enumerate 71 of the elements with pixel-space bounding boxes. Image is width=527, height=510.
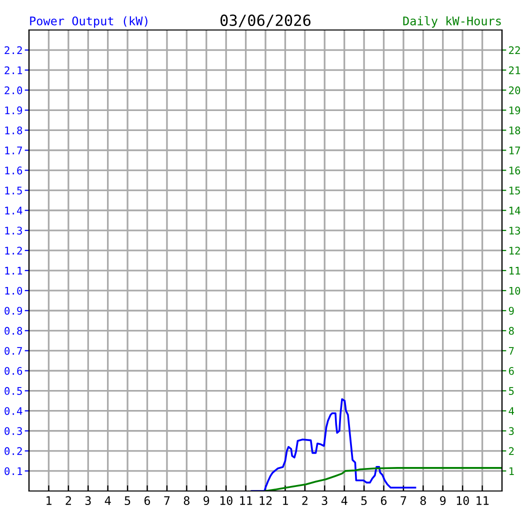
x-tick-label: 11 bbox=[240, 496, 252, 505]
y2-tick-label: 1 bbox=[510, 467, 514, 475]
y2-tick-label: 9 bbox=[508, 306, 514, 315]
x-tick-label: 7 bbox=[400, 496, 406, 505]
y2-tick-label: 14 bbox=[510, 206, 520, 214]
x-tick-label: 9 bbox=[204, 496, 210, 506]
x-tick-label: 8 bbox=[420, 496, 426, 506]
y-tick-label: 1.1 bbox=[5, 266, 22, 275]
y2-tick-label: 16 bbox=[510, 166, 520, 174]
line-series bbox=[250, 398, 416, 491]
x-tick-label: 4 bbox=[341, 496, 348, 505]
y2-tick-label: 18 bbox=[510, 126, 520, 134]
y-tick-label: 0.2 bbox=[4, 447, 22, 456]
y-tick-label: 1.5 bbox=[5, 186, 22, 194]
y2-tick-label: 21 bbox=[509, 66, 520, 74]
x-tick-label: 9 bbox=[440, 496, 446, 506]
x-tick-label: 3 bbox=[85, 496, 91, 506]
y-tick-label: 1.7 bbox=[5, 146, 22, 154]
y2-tick-label: 7 bbox=[508, 347, 514, 355]
y-tick-label: 0.5 bbox=[4, 387, 22, 395]
y-tick-label: 2.2 bbox=[4, 46, 22, 54]
y-tick-label: 1.3 bbox=[5, 226, 22, 235]
y2-tick-label: 2 bbox=[509, 447, 514, 455]
y2-tick-label: 15 bbox=[510, 186, 520, 194]
x-tick-label: 6 bbox=[380, 496, 387, 506]
x-tick-label: 1 bbox=[46, 496, 52, 505]
x-tick-label: 5 bbox=[361, 496, 367, 506]
x-tick-label: 12 bbox=[260, 496, 272, 505]
chart-title: 03/06/2026 bbox=[220, 14, 310, 28]
y2-tick-label: 20 bbox=[509, 86, 520, 94]
y2-tick-label: 4 bbox=[508, 407, 514, 415]
y-tick-label: 0.1 bbox=[4, 467, 22, 476]
x-tick-label: 8 bbox=[184, 496, 190, 506]
y-tick-label: 0.3 bbox=[4, 427, 22, 436]
x-tick-label: 3 bbox=[322, 496, 328, 506]
y2-tick-label: 22 bbox=[509, 46, 520, 54]
y-tick-label: 1.4 bbox=[5, 206, 22, 214]
y-tick-label: 2.0 bbox=[4, 86, 22, 94]
x-tick-label: 6 bbox=[144, 496, 150, 506]
y2-tick-label: 12 bbox=[510, 246, 520, 254]
x-tick-label: 1 bbox=[283, 496, 288, 505]
x-tick-label: 7 bbox=[164, 496, 170, 505]
x-tick-label: 2 bbox=[302, 496, 308, 505]
y-tick-label: 0.7 bbox=[4, 346, 22, 355]
y2-tick-label: 17 bbox=[510, 146, 520, 154]
x-tick-label: 10 bbox=[456, 496, 469, 506]
y-tick-label: 1.6 bbox=[5, 166, 22, 174]
x-tick-label: 5 bbox=[124, 496, 130, 506]
x-tick-label: 10 bbox=[220, 496, 232, 506]
x-tick-label: 2 bbox=[66, 496, 71, 505]
y-tick-label: 0.8 bbox=[4, 326, 22, 335]
y2-axis-title: Daily kW-Hours bbox=[403, 16, 501, 28]
y2-tick-label: 13 bbox=[510, 226, 520, 235]
y-tick-label: 1.2 bbox=[5, 246, 22, 254]
y2-tick-label: 6 bbox=[508, 366, 514, 375]
y-tick-label: 0.9 bbox=[4, 306, 22, 315]
y-tick-label: 0.4 bbox=[4, 407, 22, 415]
y2-tick-label: 8 bbox=[508, 326, 514, 335]
y-tick-label: 1.0 bbox=[5, 286, 22, 295]
y2-tick-label: 11 bbox=[510, 266, 520, 275]
x-tick-label: 4 bbox=[104, 496, 111, 505]
x-tick-label: 11 bbox=[476, 496, 489, 505]
y2-tick-label: 5 bbox=[508, 387, 514, 395]
y2-tick-label: 3 bbox=[508, 427, 514, 436]
y-axis-title: Power Output (kW) bbox=[30, 16, 148, 28]
y2-tick-label: 10 bbox=[510, 286, 520, 295]
y-tick-label: 2.1 bbox=[4, 66, 22, 74]
y-tick-label: 1.9 bbox=[5, 106, 22, 114]
y2-tick-label: 19 bbox=[510, 106, 520, 114]
y-tick-label: 0.6 bbox=[4, 366, 22, 375]
y-tick-label: 1.8 bbox=[5, 126, 22, 134]
